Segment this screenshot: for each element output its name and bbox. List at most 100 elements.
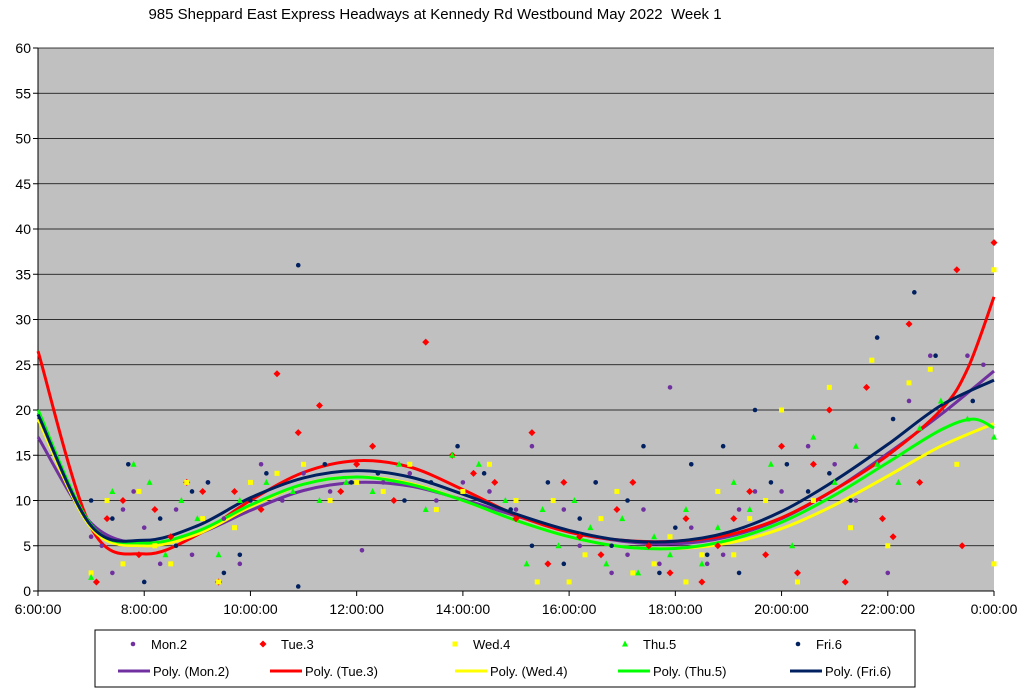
data-point [832, 462, 837, 467]
data-point [767, 460, 774, 467]
gridlines [38, 47, 994, 547]
data-point [863, 383, 871, 391]
data-point [715, 488, 721, 494]
data-point [970, 398, 976, 404]
data-point [794, 579, 800, 585]
data-point [539, 506, 546, 513]
y-tick-label: 45 [15, 176, 31, 192]
data-point [587, 524, 594, 531]
data-point [491, 478, 499, 486]
data-point [99, 543, 105, 549]
data-point [965, 353, 970, 359]
data-point [630, 570, 636, 576]
legend-label: Wed.4 [473, 637, 510, 652]
legend-label: Thu.5 [643, 637, 676, 652]
data-point [991, 561, 997, 567]
data-point [731, 552, 737, 558]
data-point [645, 542, 653, 550]
trendlines [36, 296, 996, 556]
data-point [560, 478, 568, 486]
data-point [487, 489, 492, 494]
data-point [641, 443, 646, 449]
x-tick-label: 16:00:00 [542, 601, 597, 617]
data-points [88, 239, 998, 589]
data-point [315, 401, 323, 409]
data-point [826, 384, 832, 390]
data-point [641, 507, 646, 512]
data-point [157, 516, 163, 521]
data-point [667, 385, 673, 390]
data-point [232, 525, 238, 531]
axes: 0 5 10 15 20 25 30 35 40 45 50 55 60 6:00:00 8:00:00 10… [15, 40, 1018, 617]
data-point [119, 497, 127, 504]
legend-marker-3 [622, 640, 628, 647]
y-tick-label: 55 [15, 85, 31, 101]
data-point [841, 578, 849, 586]
data-point [746, 487, 754, 495]
data-point [937, 397, 944, 404]
data-point [460, 480, 466, 485]
data-point [699, 552, 705, 558]
data-point [704, 561, 710, 567]
data-point [582, 552, 588, 558]
data-point [529, 543, 535, 549]
data-point [337, 487, 345, 495]
data-point [301, 471, 306, 476]
data-point [768, 480, 774, 485]
x-tick-label: 10:00:00 [223, 601, 278, 617]
data-point [167, 533, 175, 541]
data-point [657, 561, 662, 567]
data-point [390, 497, 398, 504]
data-point [752, 407, 758, 413]
data-point [120, 507, 126, 512]
data-point [247, 479, 253, 485]
data-point [906, 380, 912, 386]
y-tick-label: 10 [15, 493, 31, 509]
data-point [173, 507, 179, 512]
data-point [257, 506, 265, 514]
legend-label: Fri.6 [816, 637, 842, 652]
y-tick-label: 30 [15, 312, 31, 328]
data-point [577, 516, 583, 521]
data-point [263, 478, 270, 485]
data-point [512, 515, 520, 523]
data-point [455, 443, 460, 449]
data-point [402, 498, 407, 503]
data-point [619, 515, 626, 522]
data-point [88, 534, 94, 539]
data-point [991, 267, 997, 273]
data-point [597, 551, 605, 559]
data-point [544, 560, 552, 568]
data-point [577, 543, 583, 549]
data-point [151, 506, 159, 514]
data-point [189, 489, 195, 494]
data-point [673, 525, 678, 530]
data-point [789, 542, 796, 549]
data-point [289, 487, 296, 494]
data-point [825, 406, 833, 414]
data-point [407, 461, 413, 467]
data-point [598, 516, 604, 522]
data-point [730, 478, 737, 485]
data-point [199, 487, 207, 495]
legend-label: Poly. (Wed.4) [490, 664, 568, 679]
data-point [131, 489, 136, 494]
data-point [141, 579, 147, 585]
data-point [609, 570, 614, 576]
data-point [848, 525, 854, 531]
data-point [475, 460, 482, 467]
data-point [964, 415, 971, 422]
data-point [666, 569, 674, 577]
data-point [714, 524, 721, 531]
data-point [561, 561, 567, 567]
data-point [173, 543, 179, 549]
data-point [784, 462, 790, 467]
data-point [550, 498, 556, 503]
data-point [88, 573, 95, 580]
data-point [237, 561, 243, 567]
data-point [683, 579, 689, 585]
data-point [141, 525, 147, 530]
data-point [869, 357, 875, 363]
data-point [103, 515, 111, 523]
